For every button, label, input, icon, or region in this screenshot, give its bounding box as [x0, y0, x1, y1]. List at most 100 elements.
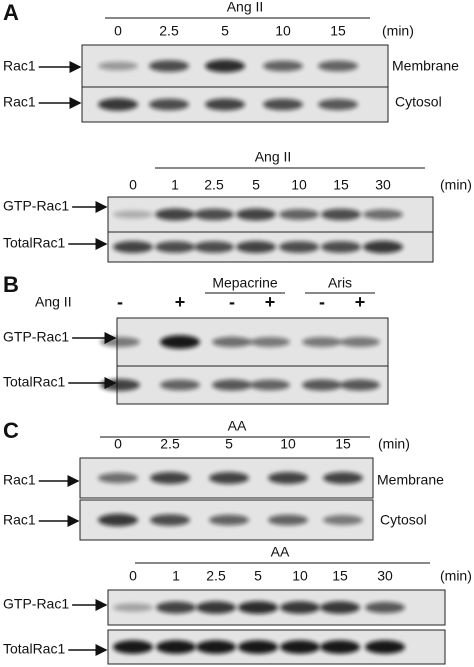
treatment-label: AA	[271, 544, 290, 560]
band	[149, 60, 189, 72]
band	[212, 379, 252, 391]
blot	[107, 231, 434, 263]
band	[98, 513, 138, 527]
band	[280, 601, 320, 614]
band	[236, 208, 276, 221]
band	[98, 98, 138, 111]
sign: -	[229, 292, 235, 312]
sign: +	[355, 292, 366, 312]
band	[113, 210, 153, 219]
blot	[81, 86, 389, 123]
band	[280, 640, 320, 654]
band	[250, 379, 290, 391]
blot	[81, 44, 389, 88]
band	[323, 515, 363, 525]
timepoint: 15	[333, 177, 349, 193]
blot	[107, 589, 446, 626]
band	[318, 60, 358, 72]
panel-label: B	[3, 272, 19, 297]
blot	[79, 457, 374, 499]
timepoint: 30	[375, 177, 391, 193]
row-label: Rac1	[3, 472, 36, 488]
timepoint: 2.5	[159, 23, 179, 39]
unit: (min)	[440, 177, 472, 193]
row-label: TotalRac1	[3, 235, 65, 251]
row-label: Rac1	[3, 58, 36, 74]
band	[318, 98, 358, 111]
row-label: GTP-Rac1	[3, 198, 69, 214]
band	[196, 640, 236, 654]
band	[100, 379, 140, 391]
timepoint: 0	[129, 177, 137, 193]
timepoint: 2.5	[206, 568, 226, 584]
band	[263, 60, 303, 72]
band	[365, 640, 405, 654]
band	[363, 209, 403, 220]
blot	[100, 317, 389, 367]
timepoint: 5	[252, 177, 260, 193]
sign: +	[265, 292, 276, 312]
band	[236, 241, 276, 253]
band	[150, 514, 190, 526]
sign: -	[319, 292, 325, 312]
band	[279, 209, 319, 220]
blot	[107, 629, 446, 665]
band	[320, 640, 360, 654]
band	[156, 640, 196, 654]
timepoint: 5	[254, 568, 262, 584]
band	[196, 601, 236, 614]
row-label: Rac1	[3, 512, 36, 528]
band	[212, 336, 252, 348]
band	[98, 472, 138, 484]
band	[155, 241, 195, 253]
blot	[79, 499, 374, 541]
band	[98, 61, 138, 71]
band	[209, 514, 249, 526]
treatment-label: Ang II	[35, 294, 72, 310]
band	[279, 241, 319, 253]
blot	[100, 365, 389, 405]
band	[238, 601, 278, 614]
sign: +	[175, 292, 186, 312]
band	[194, 241, 234, 253]
band	[363, 240, 403, 254]
timepoint: 15	[330, 23, 346, 39]
timepoint: 1	[172, 568, 180, 584]
timepoint: 5	[225, 436, 233, 452]
timepoint: 5	[221, 23, 229, 39]
band	[149, 98, 189, 111]
band	[321, 208, 361, 221]
group-label: Mepacrine	[212, 275, 278, 291]
timepoint: 10	[292, 568, 308, 584]
panel-label: A	[3, 0, 19, 25]
group-label: Aris	[328, 275, 352, 291]
timepoint: 0	[114, 436, 122, 452]
band	[160, 379, 200, 391]
timepoint: 2.5	[204, 177, 224, 193]
row-label: TotalRac1	[3, 374, 65, 390]
band	[323, 472, 363, 484]
band	[113, 603, 153, 612]
timepoint: 0	[114, 23, 122, 39]
timepoint: 2.5	[160, 436, 180, 452]
band	[155, 208, 195, 221]
timepoint: 10	[280, 436, 296, 452]
treatment-label: Ang II	[255, 149, 292, 165]
band	[302, 379, 342, 391]
band	[340, 379, 380, 391]
band	[365, 601, 405, 614]
treatment-label: Ang II	[227, 0, 264, 15]
timepoint: 10	[291, 177, 307, 193]
treatment-label: AA	[228, 418, 247, 434]
band	[268, 514, 308, 526]
band	[205, 98, 245, 111]
location-label: Membrane	[377, 472, 444, 488]
unit: (min)	[382, 23, 414, 39]
timepoint: 30	[377, 568, 393, 584]
band	[150, 472, 190, 484]
location-label: Cytosol	[395, 94, 442, 110]
timepoint: 15	[332, 568, 348, 584]
band	[250, 337, 290, 347]
location-label: Cytosol	[380, 512, 427, 528]
band	[238, 640, 278, 654]
